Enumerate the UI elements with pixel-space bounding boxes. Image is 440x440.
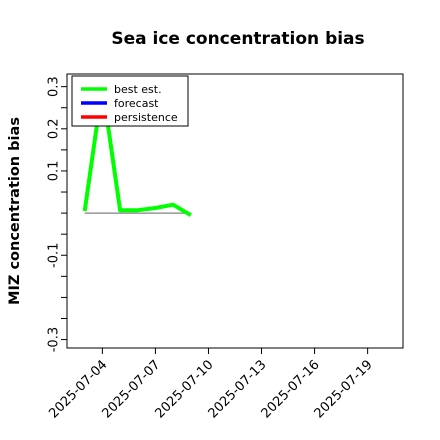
y-axis-label: MIZ concentration bias <box>7 117 23 305</box>
y-tick-label: 0.3 <box>47 76 62 97</box>
legend-label: best est. <box>114 83 162 96</box>
plot-frame <box>66 73 404 349</box>
y-tick-label: -0.3 <box>47 327 62 352</box>
legend-label: forecast <box>114 97 159 110</box>
y-tick-label: 0.2 <box>47 118 62 139</box>
y-tick-label: 0.1 <box>47 161 62 182</box>
y-tick-label: -0.1 <box>47 243 62 268</box>
chart-title: Sea ice concentration bias <box>111 29 364 49</box>
plot-area: 0.30.20.1-0.1-0.32025-07-042025-07-07202… <box>46 76 375 421</box>
legend-label: persistence <box>114 111 178 124</box>
